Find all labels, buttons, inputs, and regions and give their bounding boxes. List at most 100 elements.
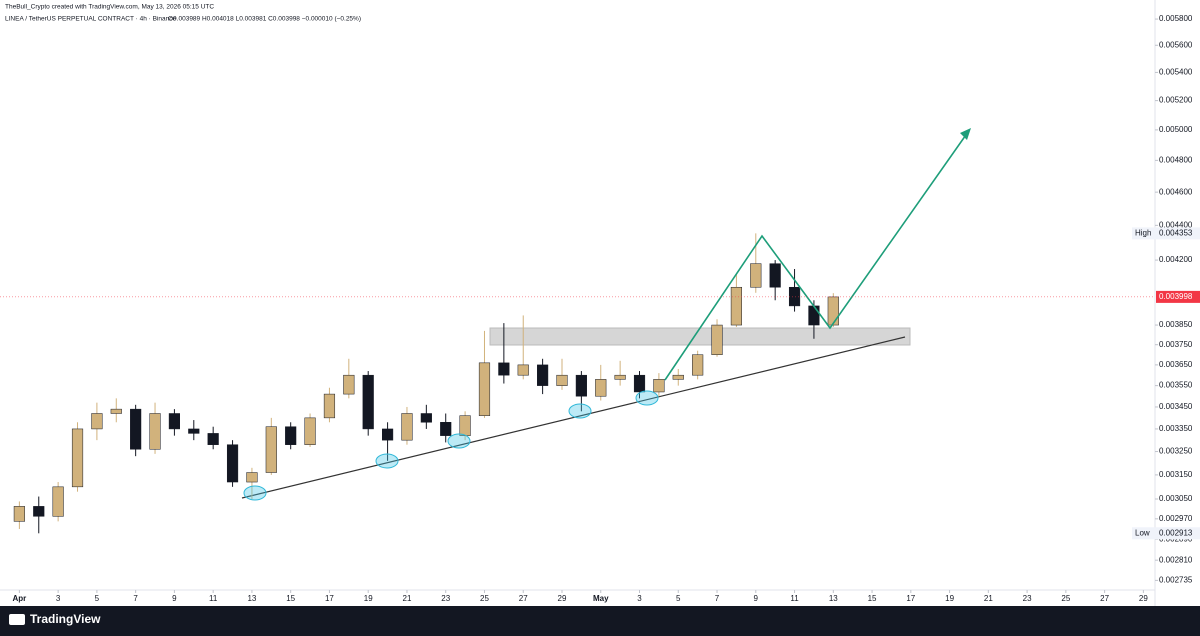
x-tick-label: 29 <box>1139 594 1148 603</box>
x-tick-label: Apr <box>12 594 26 603</box>
candle-body <box>672 374 684 380</box>
x-tick-label: 11 <box>790 594 799 603</box>
candles <box>13 233 839 534</box>
x-tick-label: 17 <box>325 594 334 603</box>
touch-points <box>243 390 659 501</box>
price-marker-box <box>1132 527 1200 540</box>
y-tick-label: 0.003150 <box>1159 470 1193 479</box>
symbol: LINEA / TetherUS PERPETUAL CONTRACT · 4h… <box>5 16 176 23</box>
candle-body <box>420 413 432 423</box>
y-tick-label: 0.005200 <box>1159 96 1193 105</box>
price-marker-value: 0.004353 <box>1159 228 1193 237</box>
candle-body <box>168 413 180 430</box>
y-tick-label: 0.003650 <box>1159 360 1193 369</box>
x-tick-label: 7 <box>133 594 138 603</box>
y-tick-label: 0.003350 <box>1159 424 1193 433</box>
x-tick-label: 9 <box>754 594 759 603</box>
candle-body <box>52 486 64 517</box>
candle-body <box>711 324 723 355</box>
price-marker-name: High <box>1135 228 1151 237</box>
candle-body <box>362 374 374 430</box>
brand: TradingView <box>30 612 101 626</box>
ohlc: O0.003989 H0.004018 L0.003981 C0.003998 … <box>168 16 361 23</box>
candle-body <box>537 364 549 386</box>
y-tick-label: 0.005000 <box>1159 125 1193 134</box>
x-tick-label: 25 <box>1061 594 1070 603</box>
x-tick-label: 17 <box>906 594 915 603</box>
last-price-label: 0.003998 <box>1159 292 1193 301</box>
candle-body <box>517 364 529 376</box>
x-tick-label: 5 <box>95 594 100 603</box>
candle-body <box>343 374 355 395</box>
y-tick-label: 0.004200 <box>1159 255 1193 264</box>
candle-body <box>246 472 258 483</box>
touch-ellipse <box>447 433 471 449</box>
candle-body <box>33 506 45 517</box>
candle-body <box>323 393 336 419</box>
author-line: TheBull_Crypto created with TradingView.… <box>5 4 214 11</box>
x-tick-label: 11 <box>209 594 218 603</box>
touch-ellipse <box>568 403 592 419</box>
candle-body <box>614 374 626 380</box>
candle-body <box>750 263 762 288</box>
x-tick-label: 27 <box>519 594 528 603</box>
touch-ellipse <box>243 485 267 501</box>
last-price-box <box>1156 290 1200 303</box>
y-tick-label: 0.002735 <box>1159 575 1193 584</box>
y-tick-label: 0.003050 <box>1159 494 1193 503</box>
arrow-head <box>960 128 971 140</box>
candle-body <box>265 426 277 473</box>
x-tick-label: 5 <box>676 594 681 603</box>
price-marker-name: Low <box>1135 528 1150 537</box>
y-tick-label: 0.005600 <box>1159 40 1193 49</box>
candle-body <box>827 296 839 326</box>
x-tick-label: 25 <box>480 594 489 603</box>
candle-body <box>149 413 161 450</box>
y-tick-label: 0.004400 <box>1159 220 1193 229</box>
candle-body <box>285 426 297 445</box>
y-tick-label: 0.004800 <box>1159 155 1193 164</box>
x-tick-label: 9 <box>172 594 177 603</box>
y-tick-label: 0.005800 <box>1159 14 1193 23</box>
x-tick-label: 21 <box>984 594 993 603</box>
y-tick-label: 0.003450 <box>1159 402 1193 411</box>
price-marker-value: 0.002913 <box>1159 528 1193 537</box>
touch-ellipse <box>375 453 399 469</box>
x-tick-label: 27 <box>1100 594 1109 603</box>
x-tick-label: 23 <box>1023 594 1032 603</box>
x-tick-label: 21 <box>403 594 412 603</box>
x-tick-label: 19 <box>945 594 954 603</box>
y-tick-label: 0.005400 <box>1159 68 1193 77</box>
y-tick-label: 0.004600 <box>1159 187 1193 196</box>
projection-path <box>664 131 969 381</box>
logo-icon <box>9 614 25 625</box>
candle-body <box>440 422 452 436</box>
touch-ellipse <box>635 390 659 406</box>
x-tick-label: 7 <box>715 594 720 603</box>
x-tick-label: 19 <box>364 594 373 603</box>
price-marker-box <box>1132 227 1200 240</box>
y-tick-label: 0.003250 <box>1159 447 1193 456</box>
footer-bar <box>0 606 1200 636</box>
candle-body <box>498 362 510 376</box>
x-tick-label: 15 <box>868 594 877 603</box>
candle-body <box>71 428 84 488</box>
candle-body <box>633 374 646 393</box>
x-tick-label: 13 <box>247 594 256 603</box>
candle-body <box>188 428 200 434</box>
candle-body <box>808 305 820 326</box>
x-tick-label: 29 <box>558 594 567 603</box>
candle-body <box>226 444 239 483</box>
trendline <box>241 336 906 499</box>
candle-body <box>478 362 491 416</box>
candle-body <box>382 428 394 441</box>
candle-body <box>459 415 471 436</box>
candle-body <box>769 263 781 288</box>
x-tick-label: 3 <box>56 594 61 603</box>
x-tick-label: 23 <box>441 594 450 603</box>
candle-body <box>110 408 122 414</box>
candle-body <box>207 433 219 445</box>
candle-body <box>556 374 568 386</box>
